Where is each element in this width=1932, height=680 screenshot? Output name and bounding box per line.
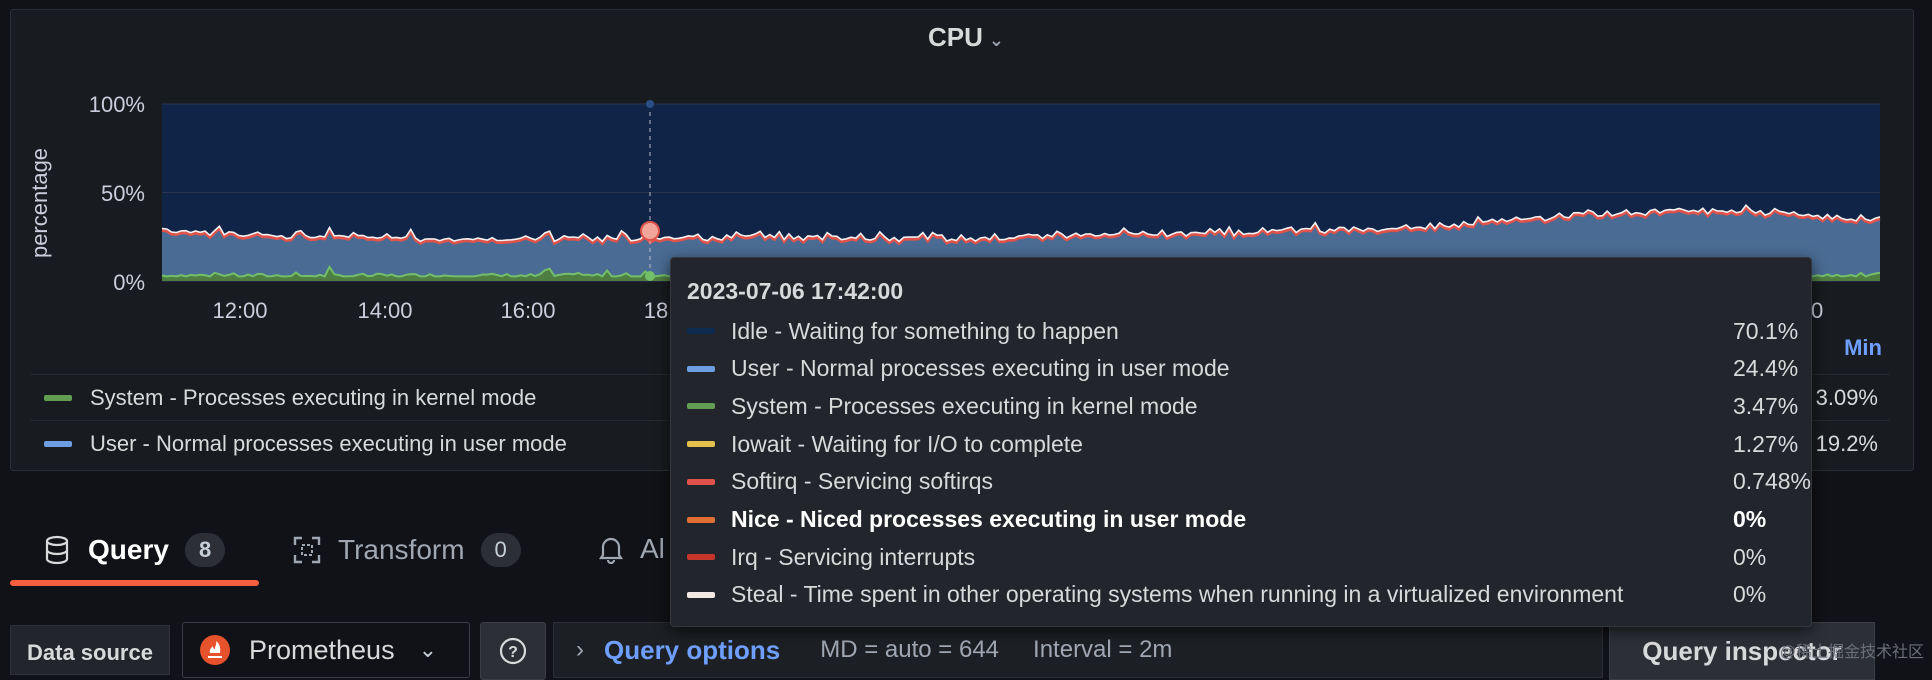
svg-text:?: ? <box>508 644 518 661</box>
tooltip-label: Nice - Niced processes executing in user… <box>731 506 1247 532</box>
tooltip-row: Iowait - Waiting for I/O to complete 1.27… <box>687 426 1799 462</box>
tooltip-value: 0% <box>1733 506 1767 532</box>
series-line-user <box>161 203 1881 243</box>
watermark: @稀土掘金技术社区 <box>1779 644 1924 661</box>
series-line-softirq <box>161 204 1881 246</box>
tab-count-badge: 8 <box>184 533 226 567</box>
transform-icon <box>293 536 321 564</box>
tooltip-swatch <box>687 554 715 561</box>
tooltip-value: 70.1% <box>1733 317 1799 344</box>
legend-min-value: 19.2% <box>1815 430 1878 456</box>
hover-point-idle <box>646 100 654 108</box>
tooltip-label: Irq - Servicing interrupts <box>731 543 976 570</box>
legend-swatch <box>44 394 72 401</box>
tab-label: Transform <box>338 534 465 565</box>
tooltip-row: System - Processes executing in kernel m… <box>687 388 1799 424</box>
tooltip-value: 0% <box>1733 543 1767 570</box>
panel-title-area[interactable]: CPU ⌄ <box>0 22 1932 53</box>
x-tick: 16:00 <box>500 298 556 323</box>
data-source-value: Prometheus <box>249 634 395 665</box>
tooltip-swatch <box>687 328 715 334</box>
chevron-right-icon[interactable]: › <box>576 636 584 663</box>
tooltip-value: 3.47% <box>1733 392 1799 419</box>
x-tick: 18 <box>643 298 669 323</box>
tooltip-value: 1.27% <box>1733 430 1799 457</box>
active-tab-indicator <box>10 580 259 586</box>
y-tick: 0% <box>113 270 145 295</box>
legend-min-value: 3.09% <box>1815 384 1878 410</box>
tooltip-label: Idle - Waiting for something to happen <box>731 317 1119 344</box>
y-tick: 50% <box>100 181 145 206</box>
hover-point-system <box>645 271 655 281</box>
tooltip-row: User - Normal processes executing in use… <box>687 351 1799 387</box>
hover-tooltip: 2023-07-06 17:42:00 Idle - Waiting for s… <box>670 257 1812 627</box>
tooltip-label: Softirq - Servicing softirqs <box>731 468 994 495</box>
legend-label: System - Processes executing in kernel m… <box>90 384 537 410</box>
tab-label: Query <box>88 534 169 565</box>
data-source-select[interactable]: Prometheus ⌄ <box>182 622 470 678</box>
query-options-link[interactable]: Query options <box>604 634 781 665</box>
tooltip-label: System - Processes executing in kernel m… <box>731 392 1198 419</box>
tooltip-value: 0% <box>1733 581 1767 608</box>
bell-icon <box>598 537 624 564</box>
query-options-bar[interactable]: › Query options MD = auto = 644 Interval… <box>553 622 1603 678</box>
tooltip-label: Steal - Time spent in other operating sy… <box>731 581 1624 608</box>
y-tick: 100% <box>88 92 145 117</box>
legend-swatch <box>44 440 72 447</box>
database-icon <box>45 535 69 565</box>
panel-title[interactable]: CPU <box>928 22 983 52</box>
tooltip-label: User - Normal processes executing in use… <box>731 355 1230 382</box>
tab-alert[interactable]: Al <box>598 533 665 565</box>
tooltip-swatch <box>687 365 715 372</box>
tooltip-swatch <box>687 591 715 598</box>
x-tick: 14:00 <box>357 298 413 323</box>
tooltip-value: 24.4% <box>1733 355 1799 382</box>
tooltip-row: Idle - Waiting for something to happen 70… <box>687 313 1799 349</box>
tooltip-timestamp: 2023-07-06 17:42:00 <box>687 278 904 304</box>
tooltip-swatch <box>687 516 715 523</box>
tooltip-value: 0.748% <box>1733 468 1812 495</box>
legend-label: User - Normal processes executing in use… <box>90 430 567 456</box>
x-tick: 12:00 <box>212 298 268 323</box>
md-info: MD = auto = 644 <box>820 636 1000 663</box>
tooltip-row: Nice - Niced processes executing in user… <box>687 502 1797 538</box>
chevron-down-icon: ⌄ <box>418 637 438 662</box>
tooltip-row: Steal - Time spent in other operating sy… <box>687 577 1797 613</box>
hover-point-user <box>640 221 660 241</box>
tab-query[interactable]: Query 8 <box>44 533 226 567</box>
interval-info: Interval = 2m <box>1033 636 1173 663</box>
prometheus-icon <box>200 635 230 665</box>
tooltip-row: Softirq - Servicing softirqs 0.748% <box>687 464 1811 500</box>
tooltip-row: Irq - Servicing interrupts 0% <box>687 539 1797 575</box>
data-source-label: Data source <box>10 625 170 675</box>
help-button[interactable]: ? <box>480 622 546 680</box>
legend-min-header[interactable]: Min <box>1844 335 1882 360</box>
tooltip-swatch <box>687 403 715 410</box>
tooltip-swatch <box>687 478 715 485</box>
tab-count-badge: 0 <box>480 533 521 567</box>
tooltip-swatch <box>687 441 715 448</box>
question-circle-icon: ? <box>499 637 527 665</box>
tab-transform[interactable]: Transform 0 <box>292 533 521 567</box>
chevron-down-icon[interactable]: ⌄ <box>988 30 1004 50</box>
tooltip-label: Iowait - Waiting for I/O to complete <box>731 430 1083 457</box>
tab-label: Al <box>640 533 665 564</box>
